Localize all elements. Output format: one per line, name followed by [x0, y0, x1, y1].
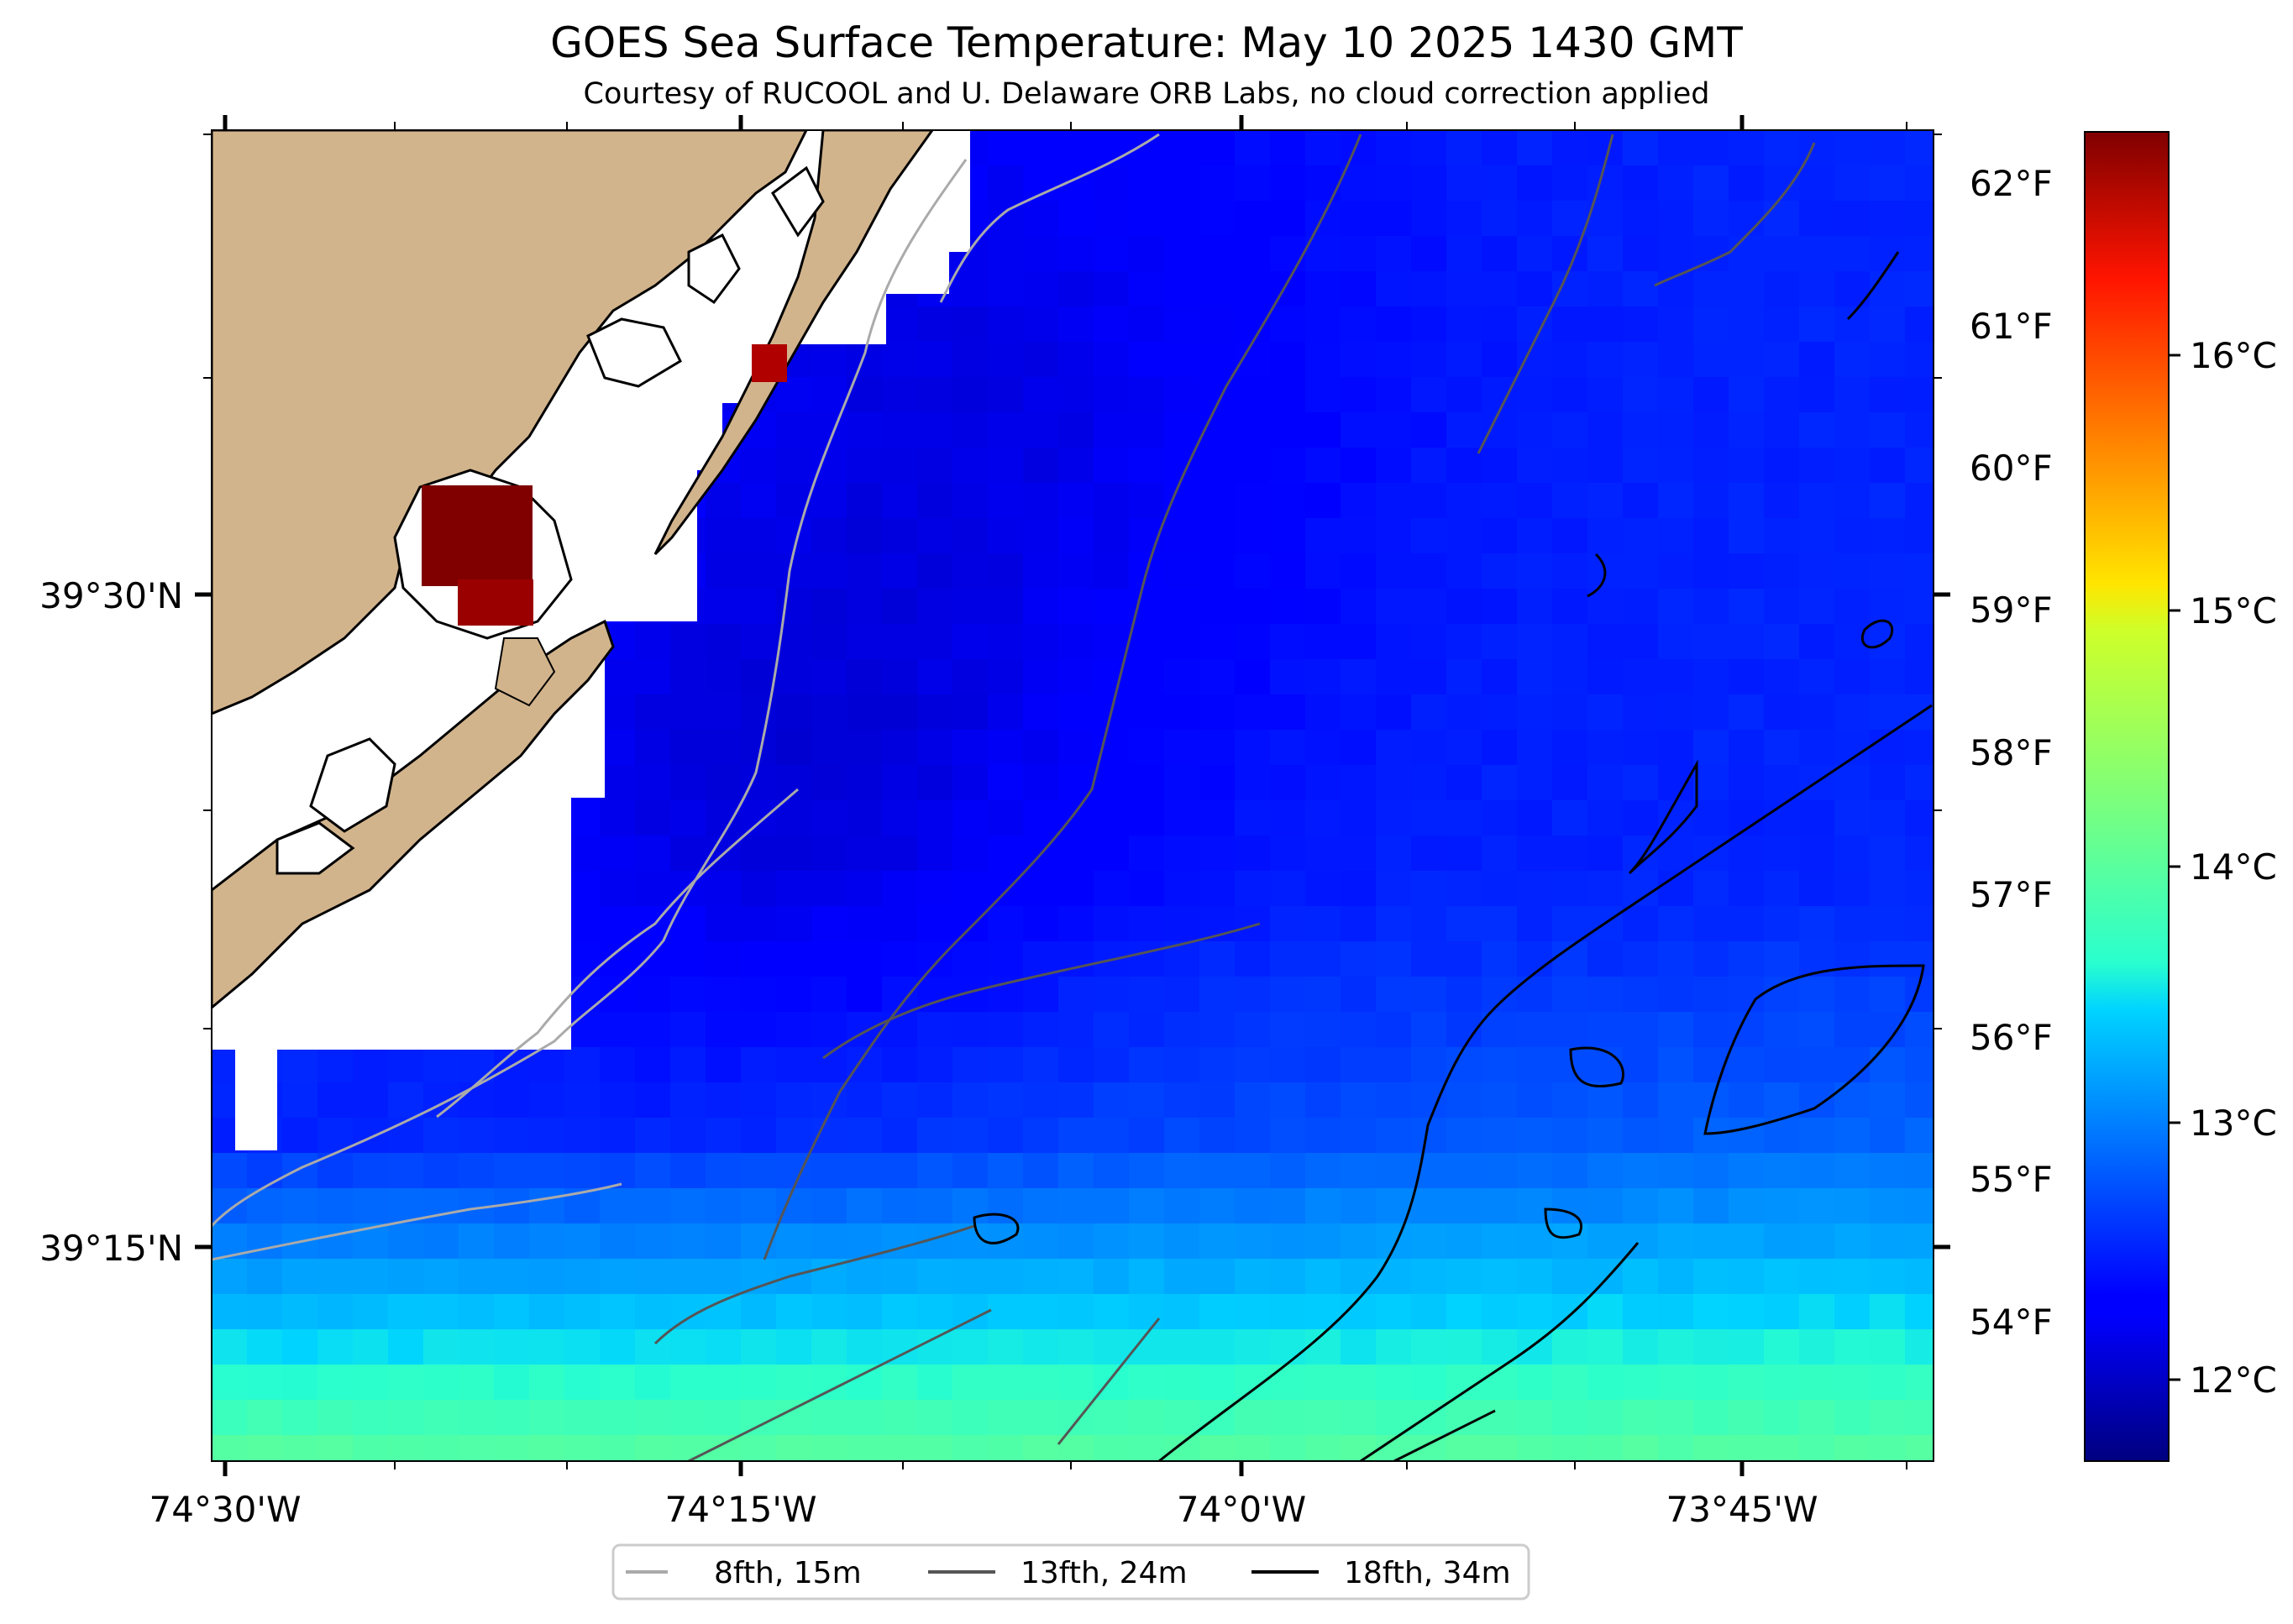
lat-ticks	[195, 592, 1950, 1249]
lon-label-73-45: 73°45'W	[1666, 1489, 1818, 1530]
f-tick-55: 55°F	[1970, 1159, 2053, 1200]
c-tick-13: 13°C	[2190, 1103, 2277, 1144]
c-tick-12: 12°C	[2190, 1359, 2277, 1401]
celsius-ticks	[2169, 354, 2180, 1381]
lon-label-74-15: 74°15'W	[665, 1489, 817, 1530]
f-tick-54: 54°F	[1970, 1302, 2053, 1343]
c-tick-14: 14°C	[2190, 846, 2277, 888]
warm-bay-pixels	[422, 344, 787, 626]
lon-ticks	[223, 115, 1745, 1476]
map-frame	[211, 129, 1934, 1462]
legend-label-13fth: 13fth, 24m	[1021, 1556, 1188, 1590]
contour-legend: 8fth, 15m 13fth, 24m 18fth, 34m	[611, 1543, 1530, 1600]
land-mass	[212, 130, 934, 1009]
fahrenheit-scale: 62°F 61°F 60°F 59°F 58°F 57°F 56°F 55°F …	[1970, 163, 2053, 1343]
lat-label-39-30: 39°30'N	[39, 575, 183, 616]
c-tick-15: 15°C	[2190, 590, 2277, 631]
f-tick-59: 59°F	[1970, 589, 2053, 631]
legend-label-18fth: 18fth, 34m	[1344, 1556, 1511, 1590]
lon-label-74-00: 74°0'W	[1177, 1489, 1306, 1530]
lon-label-74-30: 74°30'W	[150, 1489, 302, 1530]
lat-minor-ticks	[203, 134, 1942, 1029]
contour-8fth	[212, 133, 1160, 1261]
f-tick-58: 58°F	[1970, 732, 2053, 773]
contour-13fth	[653, 134, 1816, 1461]
c-tick-16: 16°C	[2190, 335, 2277, 376]
f-tick-61: 61°F	[1970, 306, 2053, 347]
map-title: GOES Sea Surface Temperature: May 10 202…	[550, 18, 1743, 67]
f-tick-57: 57°F	[1970, 874, 2053, 915]
legend-label-8fth: 8fth, 15m	[714, 1556, 862, 1590]
f-tick-60: 60°F	[1970, 448, 2053, 489]
colorbar	[2084, 131, 2170, 1462]
contour-18fth	[973, 251, 1933, 1461]
lon-minor-ticks	[394, 122, 1907, 1469]
f-tick-56: 56°F	[1970, 1017, 2053, 1058]
legend-box	[611, 1543, 1530, 1600]
map-subtitle: Courtesy of RUCOOL and U. Delaware ORB L…	[583, 77, 1710, 111]
celsius-scale: 16°C 15°C 14°C 13°C 12°C	[2190, 335, 2277, 1401]
lat-label-39-15: 39°15'N	[39, 1228, 183, 1269]
f-tick-62: 62°F	[1970, 163, 2053, 204]
